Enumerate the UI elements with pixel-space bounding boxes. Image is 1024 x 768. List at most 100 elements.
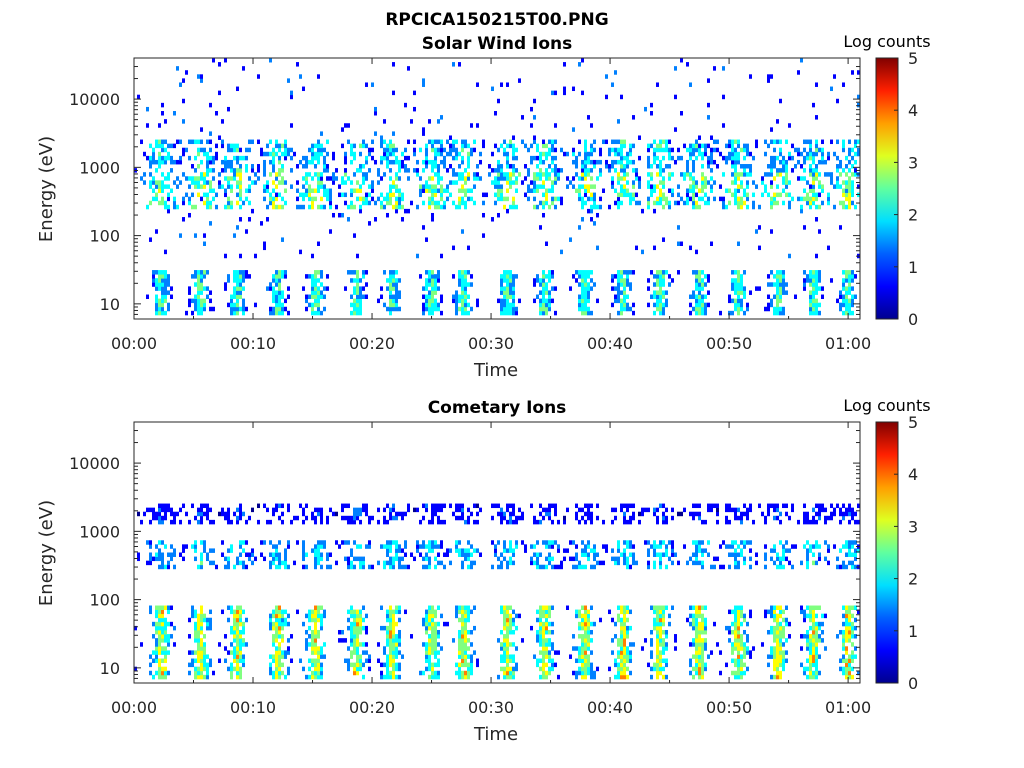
spectrogram-cell: [551, 298, 554, 304]
spectrogram-cell: [365, 172, 368, 177]
spectrogram-cell: [191, 310, 194, 316]
spectrogram-cell: [677, 225, 680, 230]
spectrogram-cell: [278, 503, 281, 509]
spectrogram-cell: [833, 204, 836, 210]
spectrogram-cell: [812, 270, 815, 275]
spectrogram-cell: [653, 200, 656, 206]
spectrogram-cell: [176, 184, 179, 189]
spectrogram-cell: [365, 507, 368, 513]
spectrogram-cell: [584, 638, 587, 643]
spectrogram-cell: [269, 151, 272, 157]
spectrogram-cell: [578, 184, 581, 189]
spectrogram-cell: [539, 172, 542, 177]
spectrogram-cell: [428, 519, 431, 525]
spectrogram-cell: [620, 617, 623, 623]
spectrogram-cell: [500, 82, 503, 87]
spectrogram-cell: [434, 274, 437, 279]
spectrogram-cell: [308, 196, 311, 202]
spectrogram-cell: [194, 306, 197, 312]
spectrogram-cell: [173, 548, 176, 553]
spectrogram-cell: [329, 552, 332, 557]
spectrogram-cell: [509, 654, 512, 659]
spectrogram-cell: [347, 139, 350, 145]
spectrogram-cell: [362, 270, 365, 275]
spectrogram-cell: [638, 176, 641, 181]
spectrogram-cell: [197, 507, 200, 513]
spectrogram-cell: [170, 143, 173, 149]
spectrogram-cell: [182, 548, 185, 553]
spectrogram-cell: [533, 196, 536, 202]
spectrogram-cell: [197, 613, 200, 619]
spectrogram-cell: [851, 286, 854, 291]
spectrogram-cell: [509, 286, 512, 291]
spectrogram-cell: [662, 642, 665, 647]
spectrogram-cell: [380, 294, 383, 300]
spectrogram-cell: [353, 302, 356, 308]
spectrogram-cell: [278, 560, 281, 566]
spectrogram-cell: [659, 282, 662, 287]
spectrogram-cell: [653, 564, 656, 570]
spectrogram-cell: [155, 625, 158, 631]
spectrogram-cell: [512, 552, 515, 557]
spectrogram-cell: [416, 204, 419, 210]
spectrogram-cell: [740, 282, 743, 287]
spectrogram-cell: [458, 605, 461, 610]
spectrogram-cell: [662, 290, 665, 295]
spectrogram-cell: [569, 654, 572, 659]
spectrogram-cell: [827, 245, 830, 251]
spectrogram-cell: [431, 544, 434, 549]
spectrogram-cell: [695, 270, 698, 275]
spectrogram-cell: [464, 188, 467, 193]
spectrogram-cell: [326, 515, 329, 521]
spectrogram-cell: [170, 556, 173, 562]
spectrogram-cell: [707, 78, 710, 83]
spectrogram-cell: [710, 135, 713, 140]
spectrogram-cell: [551, 159, 554, 165]
spectrogram-cell: [689, 302, 692, 308]
spectrogram-cell: [800, 196, 803, 202]
spectrogram-cell: [704, 302, 707, 308]
spectrogram-cell: [815, 168, 818, 173]
spectrogram-cell: [434, 650, 437, 655]
spectrogram-cell: [350, 625, 353, 631]
spectrogram-cell: [662, 184, 665, 189]
spectrogram-cell: [203, 180, 206, 185]
spectrogram-cell: [467, 548, 470, 553]
spectrogram-cell: [584, 294, 587, 300]
spectrogram-cell: [482, 192, 485, 198]
spectrogram-cell: [269, 564, 272, 570]
spectrogram-cell: [779, 294, 782, 300]
spectrogram-cell: [380, 192, 383, 198]
spectrogram-cell: [446, 168, 449, 173]
spectrogram-cell: [503, 634, 506, 639]
spectrogram-cell: [353, 638, 356, 643]
spectrogram-cell: [581, 666, 584, 672]
spectrogram-cell: [578, 658, 581, 664]
spectrogram-cell: [185, 176, 188, 181]
spectrogram-cell: [653, 662, 656, 668]
spectrogram-cell: [206, 294, 209, 300]
spectrogram-cell: [392, 147, 395, 153]
spectrogram-cell: [350, 278, 353, 283]
spectrogram-cell: [809, 306, 812, 312]
spectrogram-cell: [683, 143, 686, 149]
spectrogram-cell: [197, 638, 200, 643]
spectrogram-cell: [524, 176, 527, 181]
spectrogram-cell: [734, 540, 737, 545]
spectrogram-cell: [143, 172, 146, 177]
spectrogram-cell: [389, 294, 392, 300]
spectrogram-cell: [848, 274, 851, 279]
spectrogram-cell: [272, 658, 275, 664]
spectrogram-cell: [458, 634, 461, 639]
spectrogram-cell: [284, 143, 287, 149]
spectrogram-cell: [626, 560, 629, 566]
spectrogram-cell: [515, 540, 518, 545]
spectrogram-cell: [746, 151, 749, 157]
spectrogram-cell: [152, 188, 155, 193]
spectrogram-cell: [197, 564, 200, 570]
spectrogram-cell: [416, 548, 419, 553]
spectrogram-cell: [317, 670, 320, 676]
spectrogram-cell: [395, 184, 398, 189]
spectrogram-cell: [203, 176, 206, 181]
spectrogram-cell: [368, 654, 371, 659]
